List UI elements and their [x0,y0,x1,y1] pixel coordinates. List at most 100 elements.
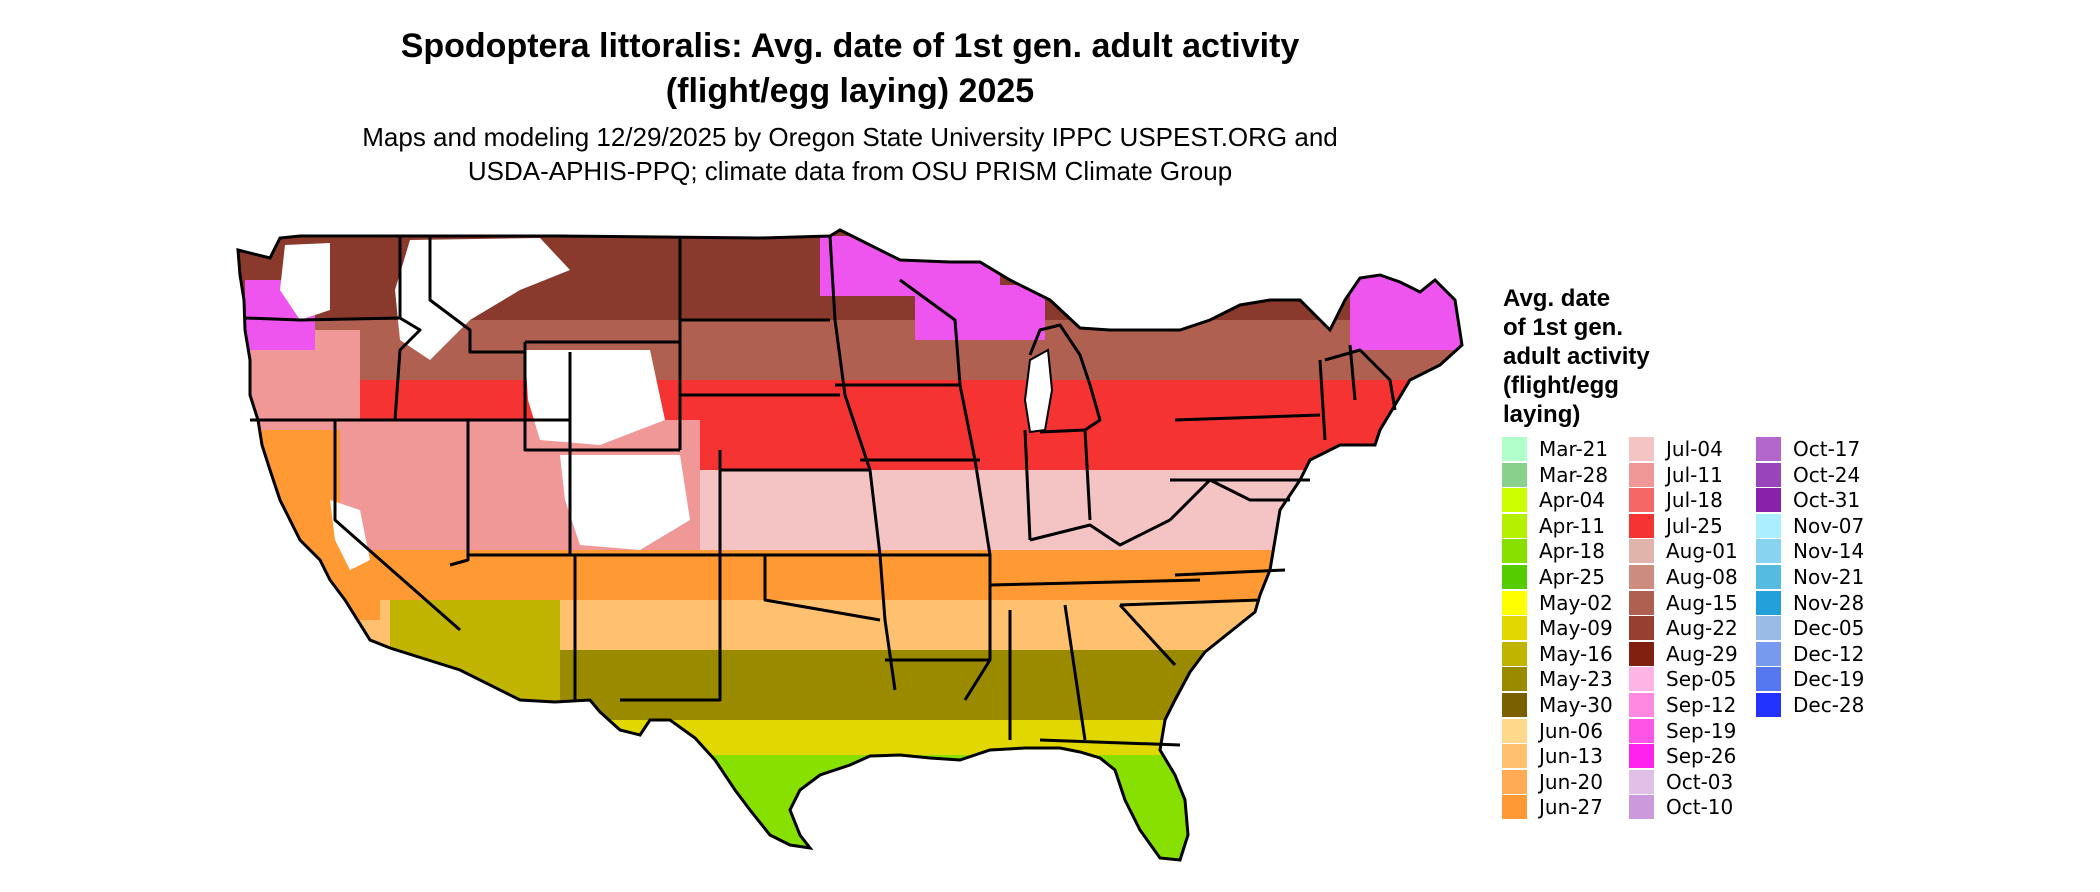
band-great-lakes-magenta [915,285,1045,340]
legend-item: Oct-31 [1756,487,1886,513]
nc-sc-line [1119,598,1261,607]
legend-swatch [1502,616,1527,641]
legend-swatch [1629,718,1654,743]
legend-item: Dec-19 [1756,666,1886,692]
legend-item: Dec-28 [1756,692,1886,718]
legend-label: Apr-25 [1539,564,1605,589]
legend-label: Apr-18 [1539,539,1605,564]
legend-item: Aug-01 [1629,538,1759,564]
ga-fl-line [1039,738,1181,747]
legend-label: Dec-19 [1793,667,1865,692]
legend-label: Mar-28 [1539,462,1609,487]
legend-title-line: adult activity [1503,343,1650,370]
legend-swatch [1502,795,1527,820]
legend-item: Aug-15 [1629,590,1759,616]
wa-or-line [245,316,401,322]
legend-swatch [1629,539,1654,564]
legend-label: Sep-05 [1666,667,1737,692]
legend-item: Dec-12 [1756,641,1886,667]
legend-item: May-23 [1502,666,1632,692]
legend-item: Sep-26 [1629,743,1759,769]
legend-swatch [1502,437,1527,461]
legend-label: Oct-31 [1793,488,1861,513]
legend-title-line: (flight/egg [1503,372,1619,399]
legend-label: Nov-14 [1793,539,1865,564]
legend-label: Dec-12 [1793,641,1865,666]
id-mt-line [428,236,525,354]
legend-label: Jul-11 [1666,462,1723,487]
legend-swatch [1756,488,1781,513]
legend-label: Dec-28 [1793,692,1865,717]
vt-nh-line [1348,344,1357,401]
legend-label: Apr-04 [1539,488,1605,513]
legend-item: May-09 [1502,615,1632,641]
legend-column-3: Oct-17 Oct-24 Oct-31 Nov-07 Nov-14 Nov-21 Nov-… [1756,436,1886,718]
legend-label: Sep-19 [1666,718,1737,743]
legend-label: Aug-22 [1666,616,1738,641]
legend-item: Aug-22 [1629,615,1759,641]
legend-swatch [1629,564,1654,589]
legend-label: Nov-21 [1793,564,1865,589]
legend-item: Jul-11 [1629,462,1759,488]
legend-swatch [1502,769,1527,794]
michigan-lp [1028,323,1102,434]
legend-swatch [1629,437,1654,461]
legend-label: Apr-11 [1539,513,1605,538]
legend-item: Sep-19 [1629,718,1759,744]
band-maine-magenta [1350,270,1460,350]
legend-title-line: of 1st gen. [1503,314,1624,341]
map-title-line-1: Spodoptera littoralis: Avg. date of 1st … [400,27,1300,65]
co-box [568,450,722,557]
va-nc-line [1174,568,1286,577]
legend-column-2: Jul-04 Jul-11 Jul-18 Jul-25 Aug-01 Aug-08 Aug-… [1629,436,1759,820]
legend-item: Jun-06 [1502,718,1632,744]
legend-item: Jul-25 [1629,513,1759,539]
legend-label: May-09 [1539,616,1613,641]
legend-item: Oct-10 [1629,794,1759,820]
az-nm-line [468,553,577,700]
legend-item: Jun-27 [1502,794,1632,820]
plains-east-line [828,235,897,691]
legend-label: Sep-12 [1666,692,1737,717]
legend-item: Nov-21 [1756,564,1886,590]
legend-item: Nov-07 [1756,513,1886,539]
legend-swatch [1629,795,1654,820]
legend-item: Oct-24 [1756,462,1886,488]
legend-swatch [1629,513,1654,538]
legend-label: Oct-24 [1793,462,1861,487]
legend-item: Jun-13 [1502,743,1632,769]
nm-east-line [620,555,722,702]
legend-swatch [1502,641,1527,666]
new-england-line [1324,348,1397,411]
legend-label: Dec-05 [1793,616,1865,641]
map-title-line-2: (flight/egg laying) 2025 [665,72,1035,110]
legend-label: Aug-08 [1666,564,1738,589]
legend-label: Nov-07 [1793,513,1865,538]
legend-swatch [1502,744,1527,769]
legend-swatch [1502,488,1527,513]
legend-label: Jul-25 [1666,513,1723,538]
ky-tn-line [989,578,1201,587]
lake-michigan [1023,348,1054,434]
legend-swatch [1756,641,1781,666]
legend-swatch [1629,590,1654,615]
legend-swatch [1756,462,1781,487]
legend-swatch [1629,769,1654,794]
wv-va-line [1168,478,1290,522]
legend-column-1: Mar-21 Mar-28 Apr-04 Apr-11 Apr-18 Apr-25 May-… [1502,436,1632,820]
legend-swatch [1629,462,1654,487]
legend-swatch [1756,539,1781,564]
legend-item: Apr-11 [1502,513,1632,539]
id-west-line [393,236,422,421]
legend-swatch [1502,564,1527,589]
unsuitable-idaho-montana [395,238,570,360]
legend-swatch [1629,488,1654,513]
legend-label: May-30 [1539,692,1613,717]
legend-item: Dec-05 [1756,615,1886,641]
legend-swatch [1629,692,1654,717]
legend-item: Apr-18 [1502,538,1632,564]
legend-swatch [1756,590,1781,615]
legend-item: Aug-29 [1629,641,1759,667]
legend-item: Jul-18 [1629,487,1759,513]
